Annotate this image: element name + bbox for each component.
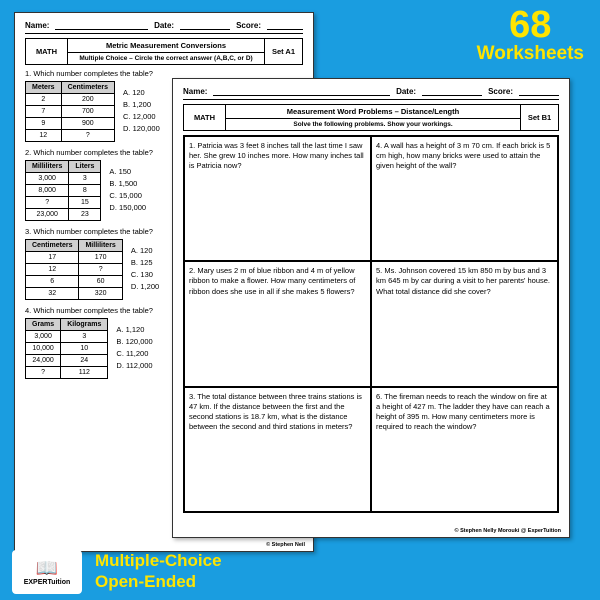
worksheet-b1: Name: Date: Score: MATH Measurement Word… [172,78,570,538]
header-line: Name: Date: Score: [25,21,303,34]
data-table: CentimetersMilliliters1717012?66032320 [25,239,123,300]
answer-options: A. 120B. 125C. 130D. 1,200 [131,245,159,293]
header-line: Name: Date: Score: [183,87,559,100]
problem-cell: 4. A wall has a height of 3 m 70 cm. If … [371,136,558,261]
footer-credit: © Stephen Neil [266,542,305,548]
title-box: MATH Metric Measurement ConversionsMulti… [25,38,303,65]
footer-credit: © Stephen Nelly Morouki @ ExperTuition [455,528,562,534]
answer-options: A. 120B. 1,200C. 12,000D. 120,000 [123,87,160,135]
answer-options: A. 1,120B. 120,000C. 11,200D. 112,000 [116,324,152,372]
question-text: 1. Which number completes the table? [25,69,303,78]
problem-grid: 1. Patricia was 3 feet 8 inches tall the… [183,135,559,513]
problem-cell: 6. The fireman needs to reach the window… [371,387,558,512]
answer-options: A. 150B. 1,500C. 15,000D. 150,000 [109,166,146,214]
problem-cell: 5. Ms. Johnson covered 15 km 850 m by bu… [371,261,558,386]
problem-cell: 2. Mary uses 2 m of blue ribbon and 4 m … [184,261,371,386]
badge-types: Multiple-Choice Open-Ended [95,551,222,592]
problem-cell: 3. The total distance between three trai… [184,387,371,512]
data-table: MetersCentimeters22007700990012? [25,81,115,142]
problem-cell: 1. Patricia was 3 feet 8 inches tall the… [184,136,371,261]
title-box: MATH Measurement Word Problems – Distanc… [183,104,559,131]
badge-count: 68 Worksheets [477,6,584,63]
data-table: GramsKilograms3,000310,0001024,00024?112 [25,318,108,379]
brand-logo: 📖 EXPERTuition [12,550,82,594]
data-table: MillilitersLiters3,00038,0008?1523,00023 [25,160,101,221]
